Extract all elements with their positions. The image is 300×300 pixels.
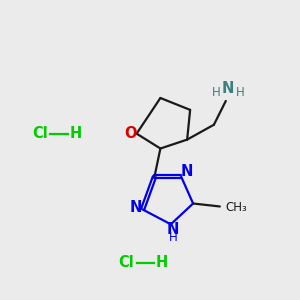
Text: H: H <box>70 126 82 141</box>
Text: Cl: Cl <box>118 255 134 270</box>
Text: N: N <box>222 81 234 96</box>
Text: CH₃: CH₃ <box>225 202 247 214</box>
Text: O: O <box>124 126 136 141</box>
Text: Cl: Cl <box>32 126 48 141</box>
Text: N: N <box>167 222 179 237</box>
Text: N: N <box>180 164 193 179</box>
Text: H: H <box>236 86 244 99</box>
Text: H: H <box>212 86 221 99</box>
Text: H: H <box>156 255 168 270</box>
Text: N: N <box>130 200 142 215</box>
Text: H: H <box>169 232 178 244</box>
